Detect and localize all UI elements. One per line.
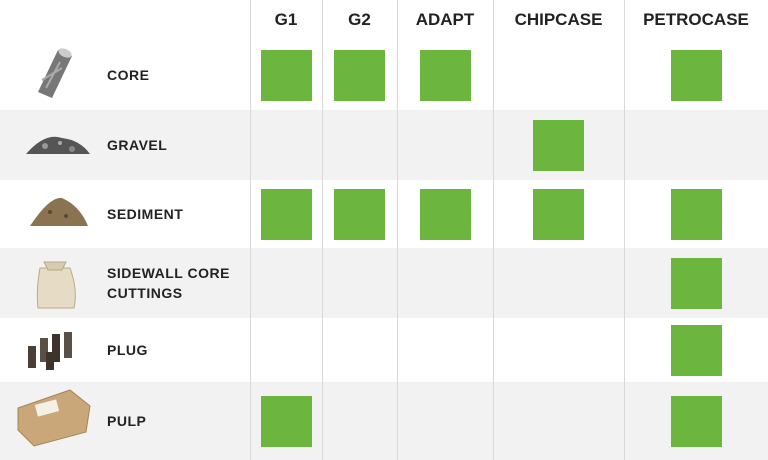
row-band <box>0 382 768 460</box>
pulp-icon <box>17 389 91 447</box>
column-divider <box>493 0 494 460</box>
check-square <box>260 188 312 240</box>
column-header: ADAPT <box>415 10 475 29</box>
column-header: CHIPCASE <box>514 10 603 29</box>
core-icon <box>38 48 72 98</box>
column-divider <box>322 0 323 460</box>
check-square <box>670 49 722 101</box>
row-label: PLUG <box>107 342 148 358</box>
bag-icon <box>36 261 76 309</box>
check-square <box>260 49 312 101</box>
row-label: PULP <box>107 413 147 429</box>
row-icons <box>17 48 91 447</box>
check-square <box>419 49 471 101</box>
row-label: SEDIMENT <box>107 206 184 222</box>
check-square <box>260 395 312 447</box>
sediment-icon <box>30 197 88 226</box>
check-square <box>419 188 471 240</box>
row-band <box>0 110 768 180</box>
row-band <box>0 248 768 318</box>
column-divider <box>397 0 398 460</box>
plug-icon <box>28 332 72 370</box>
check-square <box>670 188 722 240</box>
check-square <box>334 188 385 240</box>
column-divider <box>250 0 251 460</box>
column-header: PETROCASE <box>643 10 749 29</box>
check-square <box>670 324 722 376</box>
column-header: G2 <box>348 10 371 29</box>
check-square <box>670 395 722 447</box>
check-square <box>334 49 385 101</box>
row-label: SIDEWALL CORE CUTTINGS <box>107 265 230 301</box>
gravel-icon <box>26 136 90 154</box>
check-square <box>533 188 584 240</box>
row-label: CORE <box>107 67 150 83</box>
row-label: GRAVEL <box>107 137 168 153</box>
check-square <box>670 257 722 309</box>
column-header: G1 <box>274 10 298 29</box>
check-square <box>533 119 584 171</box>
column-divider <box>624 0 625 460</box>
